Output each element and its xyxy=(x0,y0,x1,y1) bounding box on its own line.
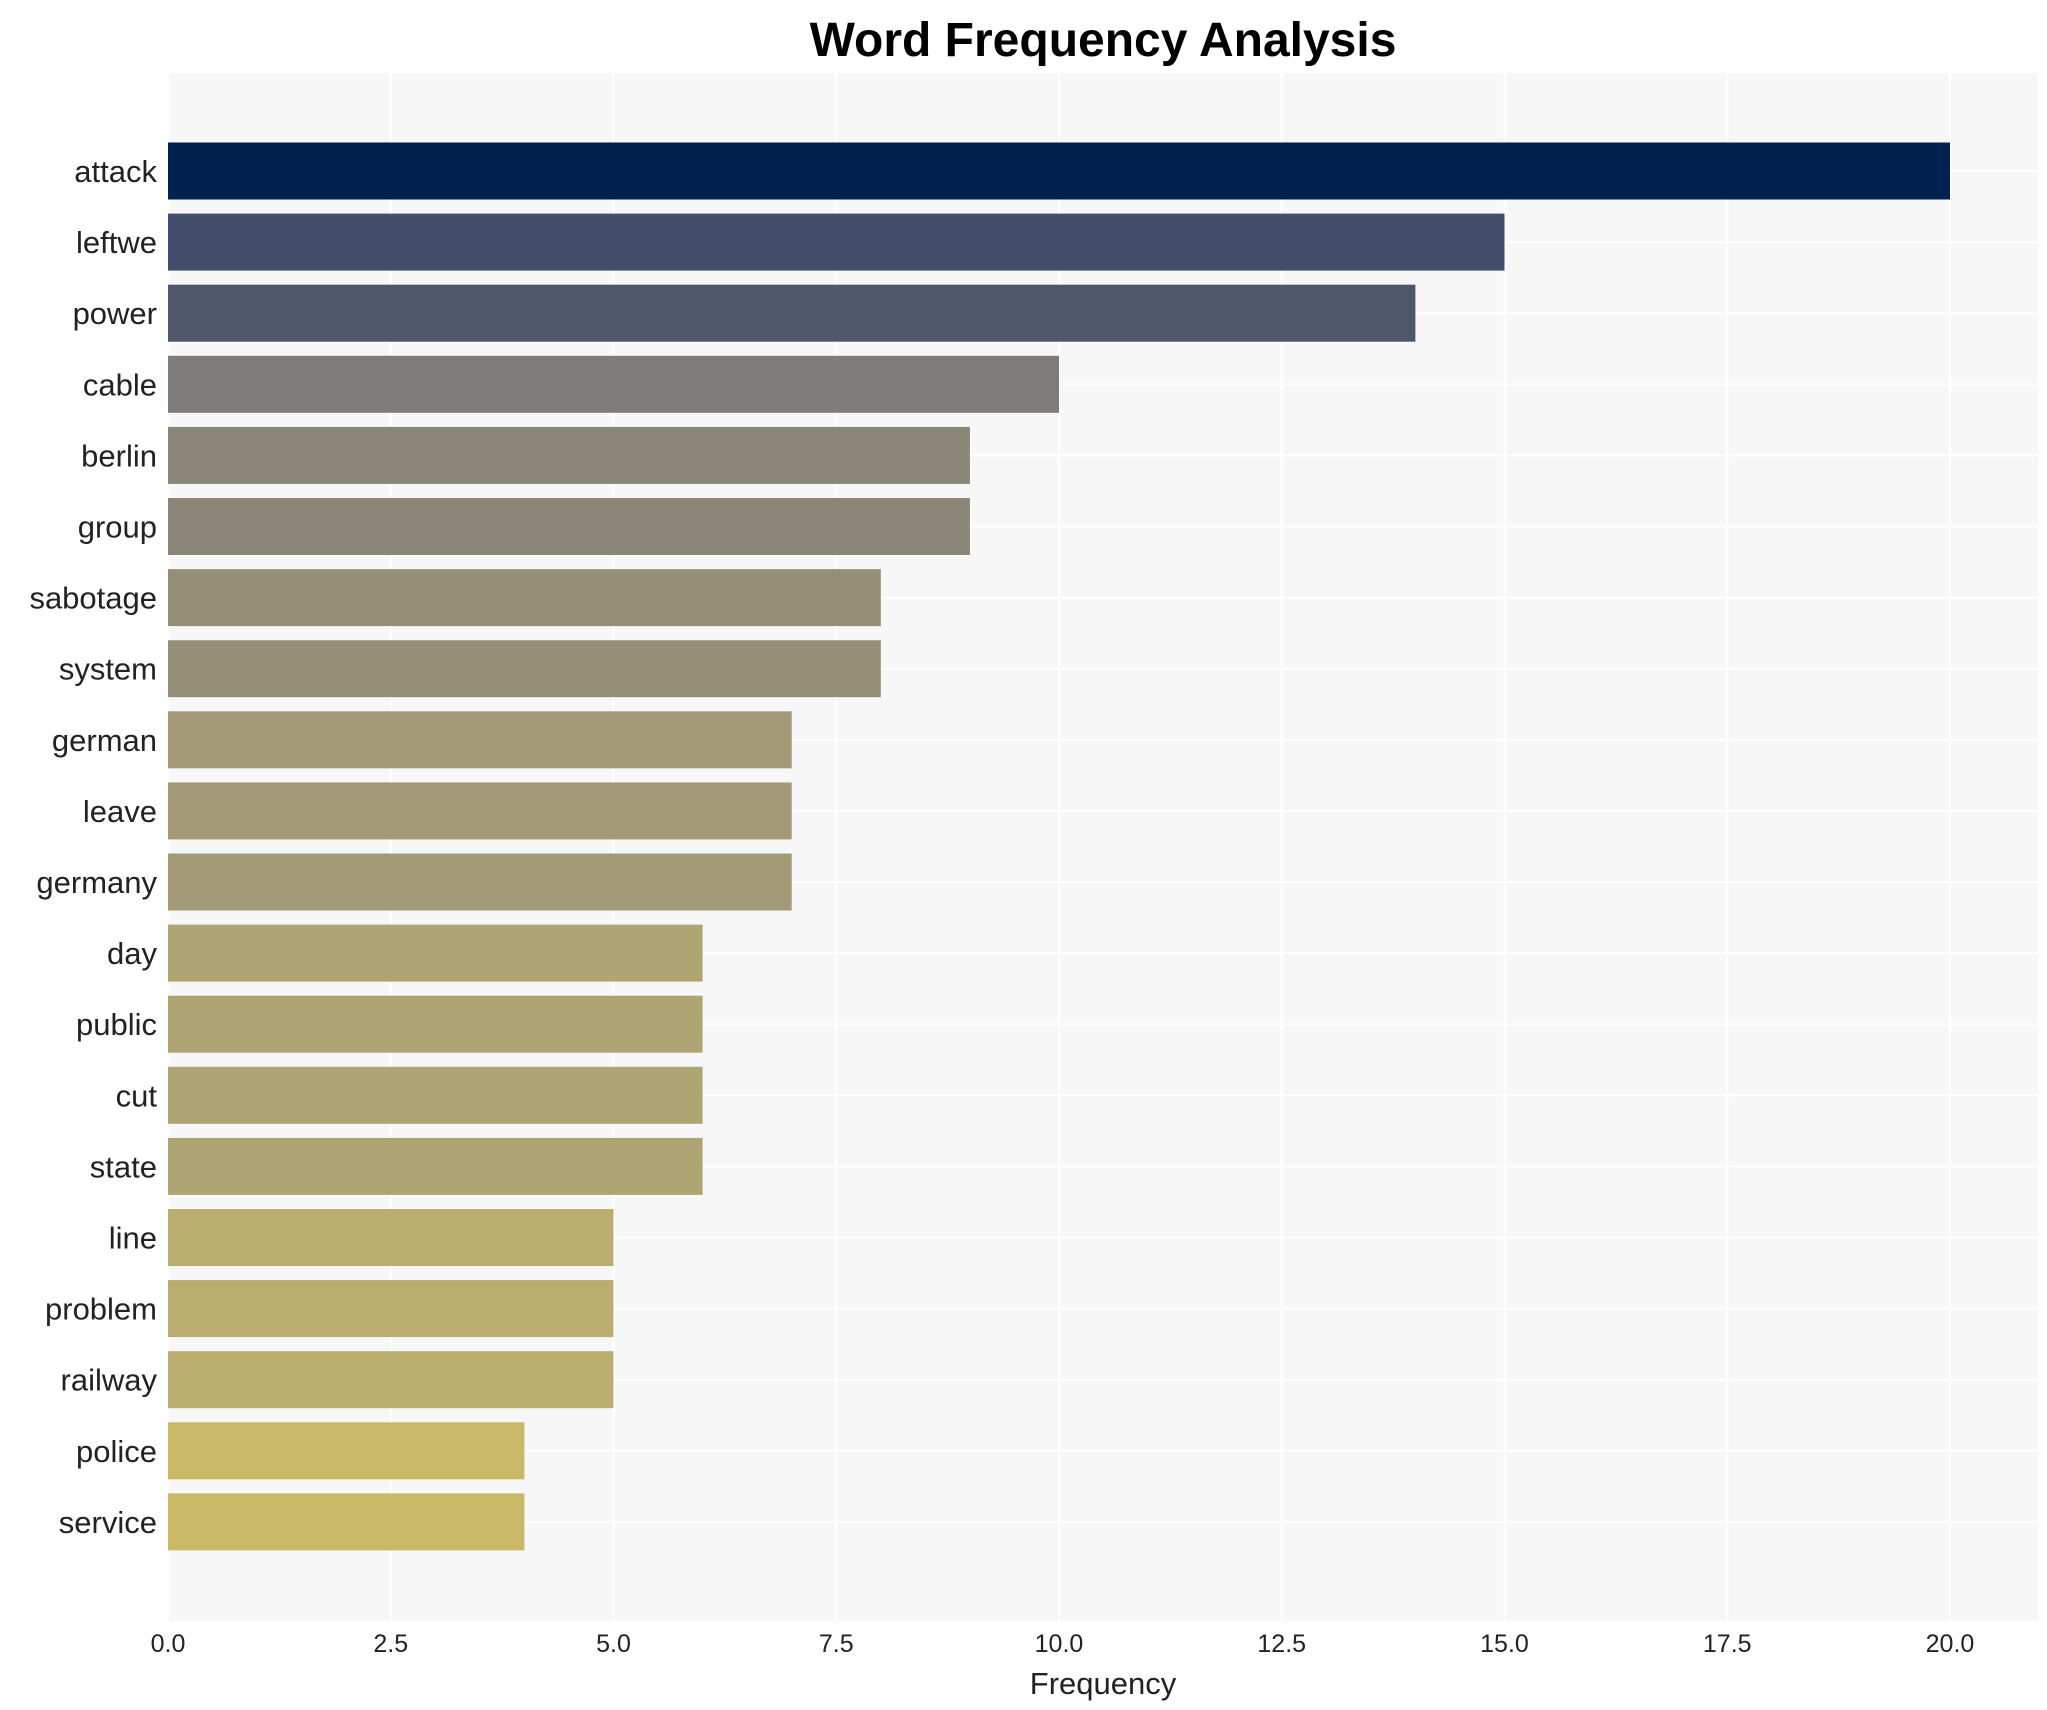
bar-state xyxy=(168,1137,703,1195)
bar-germany xyxy=(168,853,792,911)
x-tick-label: 7.5 xyxy=(819,1630,854,1658)
category-label: cable xyxy=(83,367,157,402)
category-label: public xyxy=(76,1007,157,1042)
category-label: cut xyxy=(116,1078,158,1113)
category-label: service xyxy=(59,1505,157,1540)
x-tick-label: 5.0 xyxy=(596,1630,631,1658)
x-tick-label: 2.5 xyxy=(373,1630,408,1658)
x-tick-label: 20.0 xyxy=(1926,1630,1975,1658)
x-tick-label: 15.0 xyxy=(1480,1630,1529,1658)
category-label: problem xyxy=(45,1292,157,1327)
category-label: police xyxy=(76,1434,157,1469)
category-label: attack xyxy=(74,154,157,189)
x-tick-label: 10.0 xyxy=(1035,1630,1084,1658)
chart-title: Word Frequency Analysis xyxy=(810,14,1397,67)
bar-leftwe xyxy=(168,213,1505,271)
bar-sabotage xyxy=(168,569,881,627)
category-label: germany xyxy=(36,865,157,900)
category-label: berlin xyxy=(81,438,157,473)
bar-system xyxy=(168,640,881,698)
bar-service xyxy=(168,1493,525,1551)
bar-police xyxy=(168,1422,525,1480)
bar-german xyxy=(168,711,792,769)
bar-power xyxy=(168,284,1416,342)
category-label: line xyxy=(109,1221,157,1256)
category-label: sabotage xyxy=(29,581,157,616)
category-label: railway xyxy=(61,1363,158,1398)
bar-problem xyxy=(168,1280,614,1338)
category-label: power xyxy=(73,296,157,331)
bar-day xyxy=(168,924,703,982)
x-axis-title: Frequency xyxy=(1030,1666,1177,1701)
category-labels: attack leftwe power cable berlin group sabotag… xyxy=(29,154,157,1540)
x-tick-label: 0.0 xyxy=(151,1630,186,1658)
category-label: german xyxy=(52,723,157,758)
category-label: system xyxy=(59,652,157,687)
x-tick-labels: 0.0 2.5 5.0 7.5 10.0 12.5 15.0 17.5 20.0 xyxy=(151,1630,1975,1658)
bar-group xyxy=(168,498,970,555)
bar-public xyxy=(168,995,703,1053)
bar-attack xyxy=(168,142,1950,200)
category-label: day xyxy=(107,936,157,971)
bar-railway xyxy=(168,1351,614,1409)
category-label: state xyxy=(90,1149,157,1184)
category-label: group xyxy=(78,510,157,545)
bar-cable xyxy=(168,355,1059,413)
bars xyxy=(168,142,1950,1551)
bar-berlin xyxy=(168,426,970,484)
x-tick-label: 17.5 xyxy=(1703,1630,1752,1658)
bar-line xyxy=(168,1209,614,1266)
category-label: leftwe xyxy=(76,225,157,260)
bar-cut xyxy=(168,1066,703,1124)
x-tick-label: 12.5 xyxy=(1257,1630,1306,1658)
category-label: leave xyxy=(83,794,157,829)
bar-leave xyxy=(168,782,792,840)
